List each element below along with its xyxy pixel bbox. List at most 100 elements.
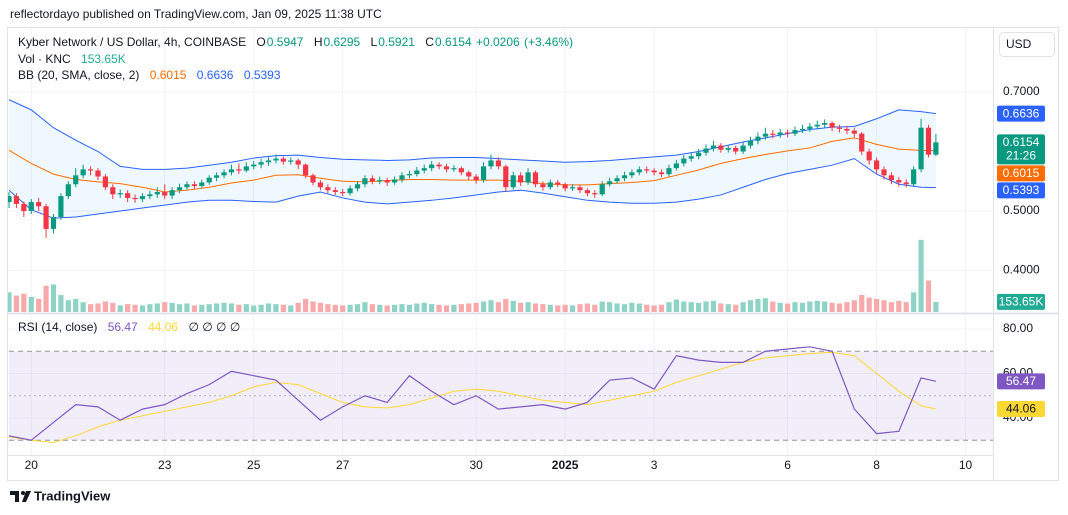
- candle-body: [243, 166, 249, 171]
- candle-body: [80, 169, 86, 176]
- candle-body: [636, 169, 642, 173]
- currency[interactable]: USD: [1006, 37, 1032, 51]
- candle-body: [50, 216, 57, 229]
- rsi-pane: [8, 315, 993, 455]
- y-tick-label: 80.00: [1003, 321, 1033, 335]
- volume-bar: [21, 293, 27, 312]
- brand: TradingView: [34, 488, 111, 503]
- volume-bar: [807, 301, 813, 312]
- y-tick-label: 0.4000: [1003, 263, 1040, 277]
- ohlc-key: C: [425, 35, 434, 49]
- volume-bar: [747, 300, 754, 312]
- candle-body: [888, 175, 895, 181]
- candle-body: [547, 182, 553, 188]
- candle-body: [903, 182, 909, 185]
- candle-body: [510, 175, 516, 188]
- volume-bar: [214, 303, 220, 312]
- volume-bar: [555, 305, 561, 312]
- volume-value: 153.65K: [81, 52, 126, 66]
- candle-body: [540, 184, 546, 188]
- candle-body: [377, 180, 383, 182]
- volume-bar: [50, 284, 57, 312]
- rsi-value: 56.47: [107, 320, 138, 334]
- candle-body: [369, 178, 375, 182]
- ohlc-key: H: [313, 35, 323, 49]
- volume-bar: [658, 304, 665, 312]
- candle-body: [95, 170, 101, 177]
- volume-bar: [569, 305, 576, 312]
- volume-bar: [325, 304, 331, 312]
- candle-body: [265, 160, 272, 163]
- bb-basis-value: 0.6015: [149, 68, 187, 82]
- candle-body: [273, 158, 279, 161]
- candle-body: [696, 152, 702, 157]
- volume-bar: [288, 305, 294, 312]
- volume-bar: [881, 300, 887, 312]
- volume-bar: [362, 302, 368, 312]
- volume-bar: [466, 303, 472, 312]
- candle-body: [525, 172, 531, 183]
- volume-bar: [80, 302, 86, 312]
- volume-bar: [547, 304, 553, 312]
- candle-body: [681, 158, 687, 164]
- x-tick-label: 2025: [552, 458, 579, 472]
- volume-bar: [577, 304, 583, 312]
- volume-bar: [58, 294, 64, 312]
- candle-body: [117, 193, 123, 195]
- volume-bar: [629, 302, 635, 312]
- bb-upper-value: 0.6636: [196, 68, 234, 82]
- candle-body: [614, 178, 620, 182]
- volume-bar: [384, 305, 390, 312]
- volume-bar: [740, 302, 746, 312]
- volume-bar: [755, 298, 761, 312]
- volume-legend: Vol · KNC 153.65K: [18, 51, 127, 67]
- candle-body: [792, 130, 798, 134]
- volume-bar: [132, 304, 138, 312]
- candle-body: [443, 166, 450, 170]
- candle-body: [102, 176, 108, 188]
- candle-body: [755, 136, 761, 141]
- volume-bar: [421, 302, 427, 312]
- price-tag: [997, 105, 1045, 122]
- candle-body: [199, 182, 205, 187]
- candle-body: [651, 170, 657, 173]
- candle-body: [139, 196, 146, 200]
- candle-body: [162, 191, 168, 196]
- candle-body: [13, 196, 20, 204]
- price-tag-label: 0.6636: [1003, 106, 1040, 120]
- candle-body: [518, 175, 524, 183]
- bb-fill: [9, 99, 936, 219]
- candle-body: [799, 128, 806, 131]
- volume-bar: [265, 303, 272, 312]
- volume-bar: [236, 304, 242, 312]
- volume-bar: [718, 303, 724, 312]
- candle-body: [421, 168, 427, 171]
- volume-bar: [696, 302, 702, 312]
- volume-bar: [377, 304, 383, 312]
- candle-body: [169, 190, 175, 196]
- volume-bar: [814, 300, 820, 312]
- volume-bar: [873, 298, 880, 312]
- candle-body: [176, 187, 183, 191]
- volume-bar: [280, 304, 286, 312]
- candle-body: [584, 190, 590, 194]
- volume-bar: [191, 305, 197, 312]
- volume-bar: [725, 304, 731, 312]
- candle-body: [87, 169, 94, 171]
- candle-body: [436, 164, 442, 167]
- candle-body: [73, 175, 79, 185]
- volume-bar: [859, 294, 865, 312]
- candle-body: [503, 166, 509, 188]
- volume-bar: [762, 298, 768, 312]
- currency-button[interactable]: [999, 32, 1055, 57]
- candle-body: [784, 132, 791, 134]
- rsi-title: RSI (14, close): [18, 320, 98, 334]
- candle-body: [295, 160, 301, 165]
- volume-bar: [503, 298, 509, 312]
- volume-bar: [540, 304, 546, 312]
- candle-body: [621, 175, 628, 179]
- volume-bar: [13, 295, 20, 312]
- candle-body: [310, 175, 316, 183]
